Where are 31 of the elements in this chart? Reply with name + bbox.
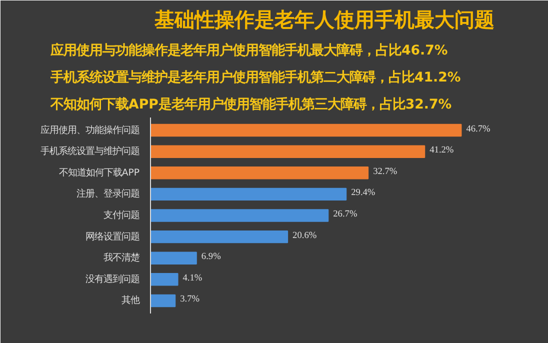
- y-tick-label: 不知道如何下载APP: [58, 167, 140, 178]
- bar: [150, 188, 347, 201]
- bar: [150, 252, 197, 264]
- data-label: 32.7%: [373, 166, 398, 177]
- text: 不知如何下载APP是老年用户使用智能手机第三大障碍，占比32.7%: [50, 96, 452, 112]
- y-tick-label: 其他: [122, 295, 140, 306]
- y-tick-label: 我不清楚: [104, 252, 140, 264]
- data-label: 26.7%: [333, 210, 358, 220]
- bar: [150, 145, 426, 158]
- bar: [150, 124, 462, 137]
- data-label: 3.7%: [180, 294, 200, 305]
- y-tick-label: 应用使用、功能操作问题: [40, 124, 140, 136]
- y-tick-label: 网络设置问题: [86, 231, 140, 242]
- y-tick-label: 手机系统设置与维护问题: [40, 146, 140, 158]
- data-label: 6.9%: [201, 252, 222, 262]
- bar: [150, 209, 329, 222]
- chart-title: 基础性操作是老年人使用手机最大问题: [154, 8, 494, 32]
- data-label: 46.7%: [466, 124, 491, 134]
- text: 手机系统设置与维护是老年用户使用智能手机第二大障碍，占比41.2%: [50, 70, 461, 86]
- bar: [150, 273, 178, 286]
- bar: [150, 166, 369, 180]
- text: 应用使用与功能操作是老年用户使用智能手机最大障碍，占比46.7%: [50, 42, 448, 58]
- y-tick-label: 没有遇到问题: [86, 274, 140, 285]
- data-label: 4.1%: [182, 273, 202, 284]
- data-label: 29.4%: [351, 188, 376, 198]
- data-label: 20.6%: [292, 230, 317, 241]
- bar: [150, 294, 176, 308]
- y-tick-label: 注册、登录问题: [76, 188, 140, 200]
- bar: [150, 230, 288, 244]
- data-label: 41.2%: [430, 146, 454, 156]
- y-tick-label: 支付问题: [104, 210, 140, 221]
